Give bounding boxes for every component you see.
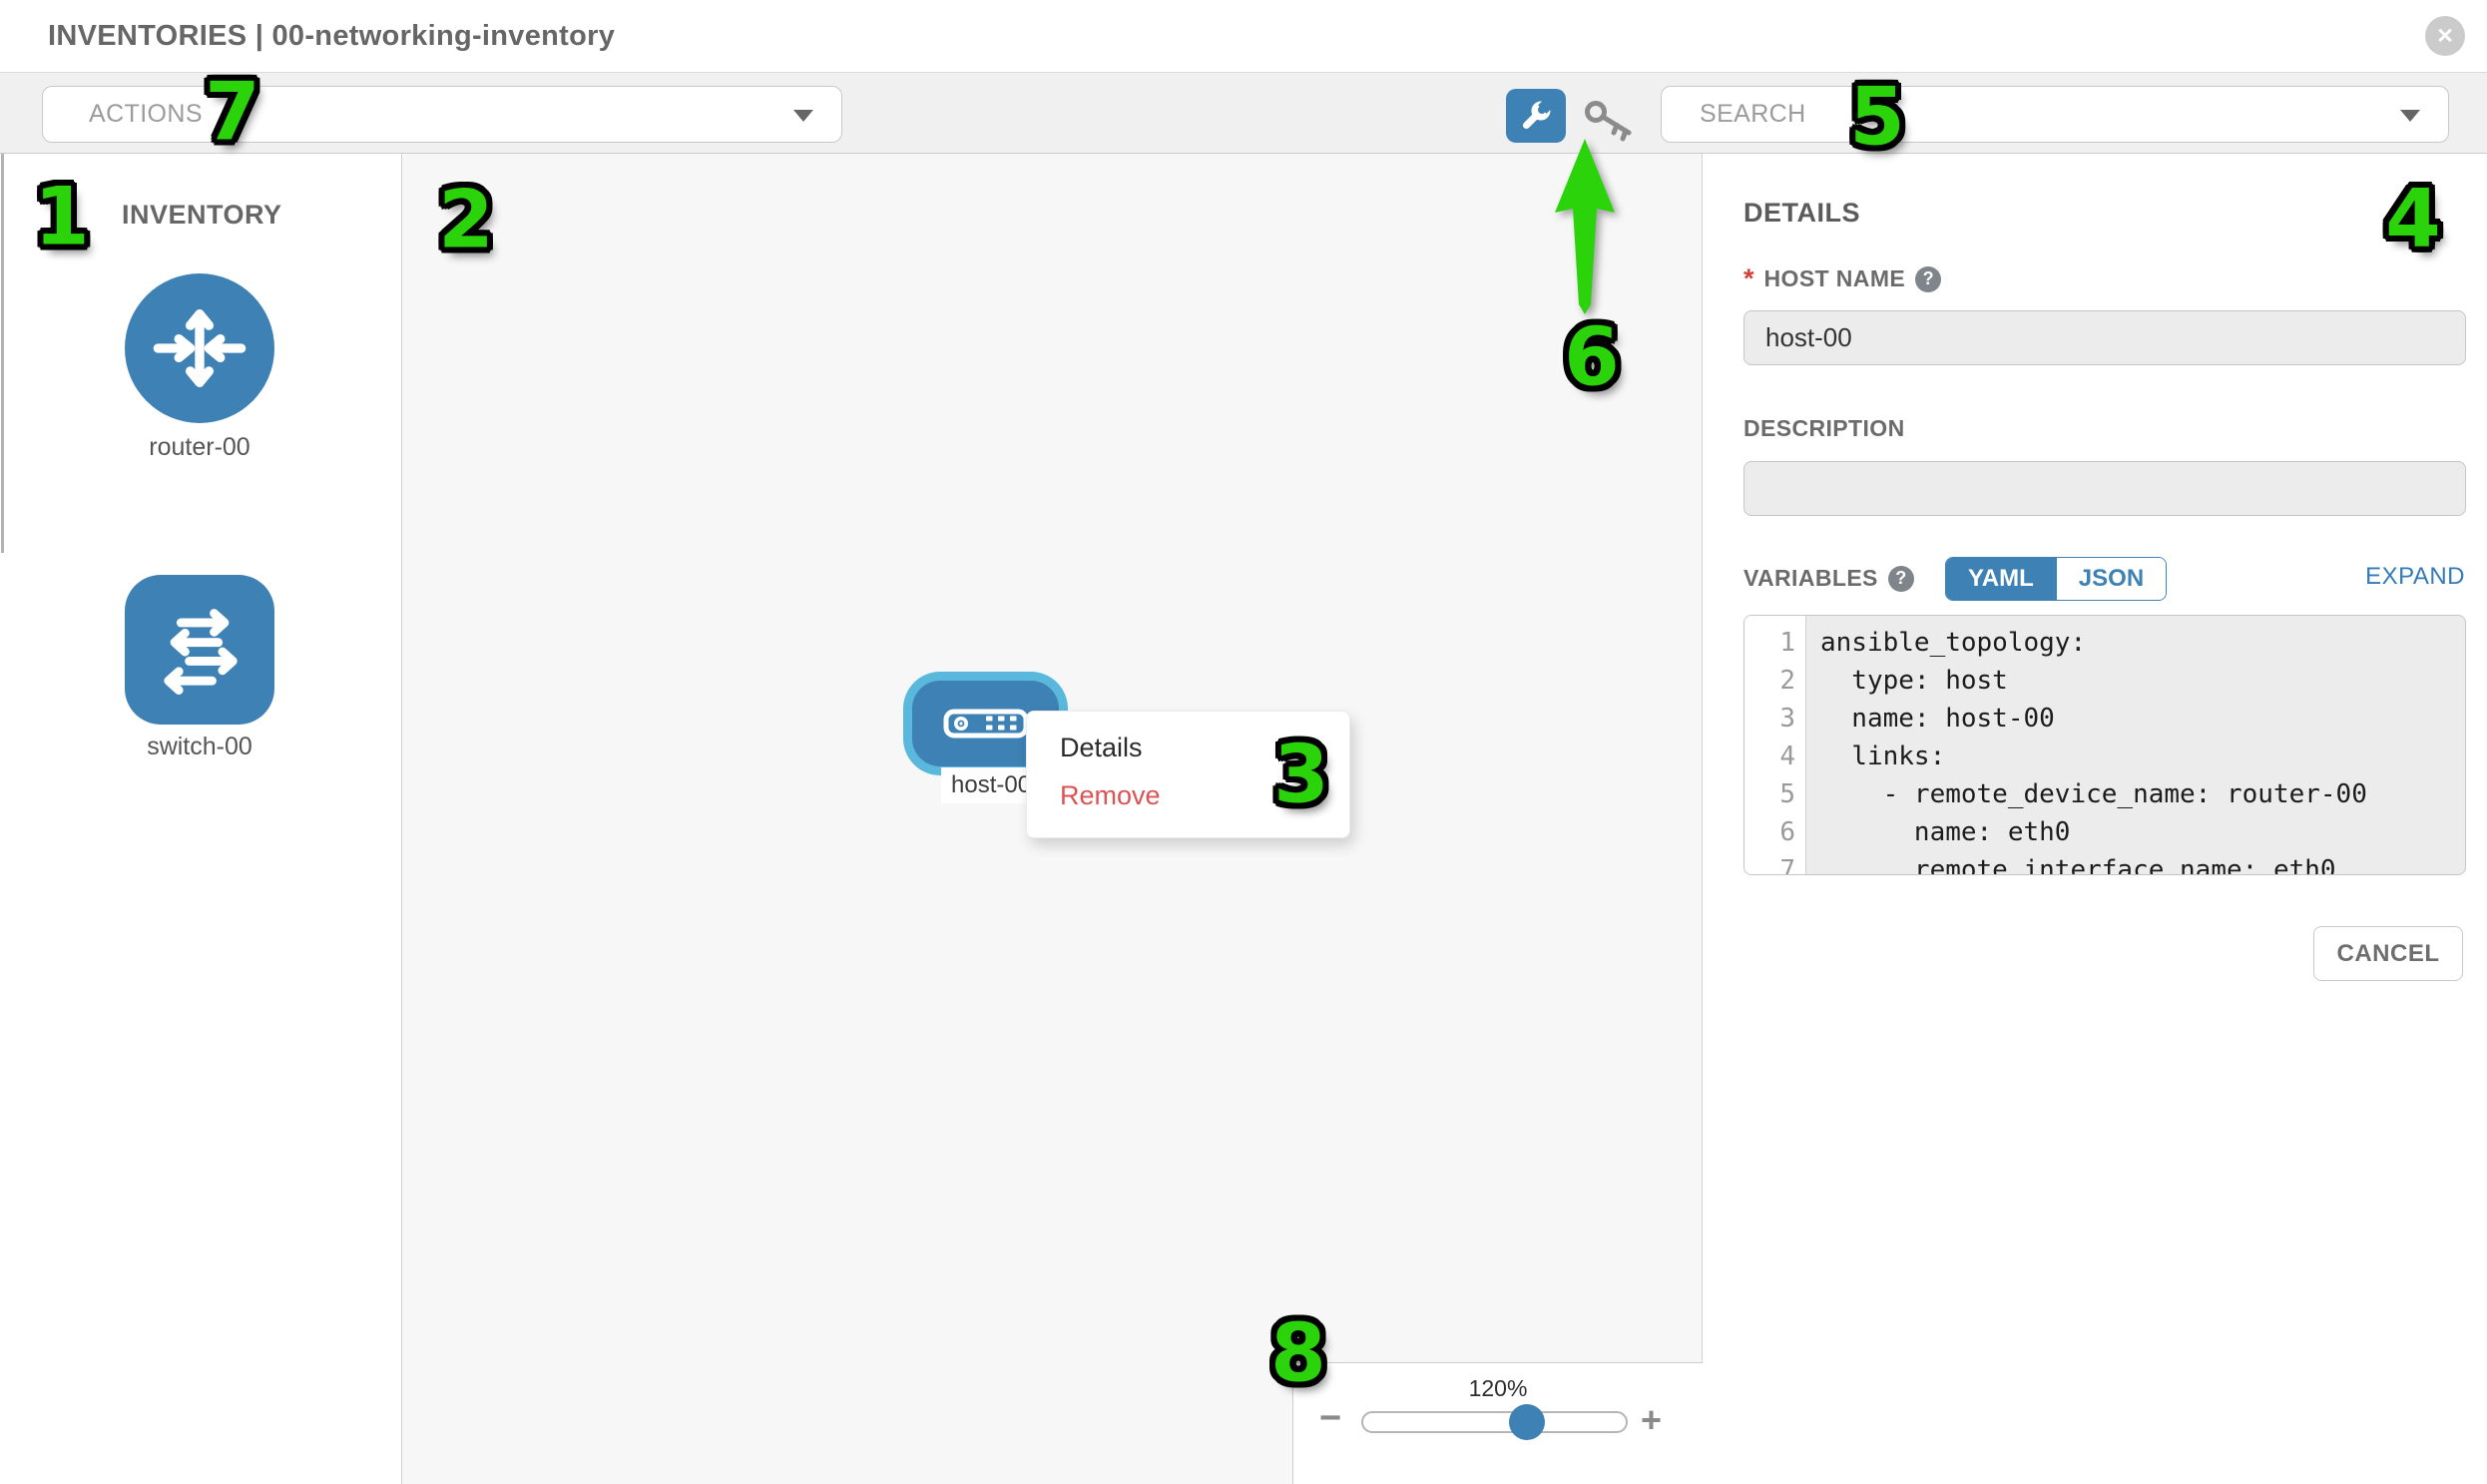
actions-dropdown[interactable]: ACTIONS [42, 86, 842, 143]
annotation-2: 2 [438, 173, 494, 266]
code-line: name: host-00 [1820, 704, 2055, 734]
search-dropdown-label: SEARCH [1700, 100, 1806, 128]
inventory-sidebar: INVENTORY router-00 switch-00 [0, 154, 402, 1484]
description-label: DESCRIPTION [1743, 415, 1905, 441]
details-heading: DETAILS [1743, 198, 1860, 228]
json-toggle[interactable]: JSON [2055, 558, 2167, 600]
line-number: 4 [1779, 742, 1795, 771]
zoom-out-button[interactable]: − [1319, 1397, 1342, 1439]
variables-editor[interactable]: 1 2 3 4 5 6 7 ansible_topology: type: ho… [1743, 615, 2466, 875]
toolbar: ACTIONS SEARCH [0, 72, 2487, 154]
annotation-arrow-up-icon [1555, 139, 1615, 314]
code-line: - remote_device_name: router-00 [1820, 779, 2367, 809]
menu-item-remove[interactable]: Remove [1060, 780, 1161, 810]
yaml-toggle[interactable]: YAML [1946, 558, 2056, 600]
details-panel: DETAILS * HOST NAME ? DESCRIPTION VARIAB… [1703, 154, 2487, 1484]
host-name-label-row: * HOST NAME ? [1743, 263, 1942, 294]
annotation-3: 3 [1273, 728, 1329, 821]
line-number: 2 [1779, 666, 1795, 696]
zoom-level: 120% [1468, 1375, 1528, 1401]
search-dropdown[interactable]: SEARCH [1661, 86, 2449, 143]
editor-line-numbers: 1 2 3 4 5 6 7 [1744, 616, 1806, 874]
sidebar-edge-divider [1, 154, 4, 553]
key-icon [1585, 101, 1632, 142]
host-name-input[interactable] [1743, 310, 2466, 365]
code-line: remote_interface_name: eth0 [1820, 855, 2336, 875]
key-button[interactable] [1582, 98, 1636, 144]
line-number: 5 [1779, 779, 1795, 809]
palette-item-router-label: router-00 [149, 433, 250, 461]
annotation-7: 7 [205, 65, 260, 159]
code-line: type: host [1820, 666, 2008, 696]
router-icon [153, 309, 247, 387]
palette-item-router[interactable] [125, 273, 274, 423]
line-number: 6 [1779, 817, 1795, 847]
annotation-6: 6 [1564, 310, 1620, 404]
chevron-down-icon [2400, 110, 2420, 122]
code-line: links: [1820, 742, 1946, 771]
topology-canvas[interactable]: host-00 Details Remove 120% − + [402, 154, 1703, 1484]
annotation-5: 5 [1849, 70, 1905, 164]
palette-item-switch-label: switch-00 [147, 733, 252, 760]
help-icon[interactable]: ? [1887, 565, 1914, 592]
close-icon[interactable]: ✕ [2425, 16, 2465, 56]
expand-link[interactable]: EXPAND [2365, 563, 2465, 590]
page-title: INVENTORIES | 00-networking-inventory [48, 20, 616, 52]
menu-item-details[interactable]: Details [1060, 733, 1143, 762]
line-number: 7 [1779, 855, 1795, 875]
tools-button[interactable] [1506, 89, 1566, 143]
cancel-button[interactable]: CANCEL [2313, 926, 2463, 981]
wrench-icon [1522, 96, 1556, 130]
switch-icon [164, 609, 238, 695]
zoom-slider[interactable] [1361, 1404, 1628, 1440]
zoom-slider-thumb[interactable] [1509, 1404, 1545, 1440]
host-node-label: host-00 [941, 767, 1042, 803]
zoom-in-button[interactable]: + [1641, 1399, 1663, 1440]
description-label-row: DESCRIPTION [1743, 415, 1905, 442]
code-line: ansible_topology: [1820, 628, 2087, 658]
editor-code-area[interactable]: ansible_topology: type: host name: host-… [1806, 616, 2465, 874]
palette-item-switch[interactable] [125, 575, 274, 725]
variables-label-row: VARIABLES ? [1743, 565, 1914, 592]
zoom-widget: 120% − + [1292, 1362, 1703, 1484]
node-context-menu: Details Remove [1026, 711, 1350, 838]
help-glyph: ? [1895, 568, 1907, 588]
close-glyph: ✕ [2436, 24, 2454, 48]
sidebar-heading: INVENTORY [122, 200, 282, 230]
annotation-8: 8 [1270, 1306, 1326, 1400]
header: INVENTORIES | 00-networking-inventory ✕ [0, 0, 2487, 72]
variables-format-toggle: YAML JSON [1945, 557, 2168, 601]
chevron-down-icon [793, 110, 813, 122]
code-line: name: eth0 [1820, 817, 2071, 847]
annotation-1: 1 [34, 170, 90, 263]
help-glyph: ? [1922, 268, 1934, 288]
host-name-label: HOST NAME [1763, 265, 1906, 291]
required-marker: * [1743, 263, 1754, 293]
annotation-4: 4 [2385, 172, 2441, 265]
variables-label: VARIABLES [1743, 565, 1878, 591]
line-number: 3 [1779, 704, 1795, 734]
host-icon [943, 709, 1028, 739]
help-icon[interactable]: ? [1915, 265, 1942, 292]
line-number: 1 [1779, 628, 1795, 658]
description-input[interactable] [1743, 461, 2466, 516]
actions-dropdown-label: ACTIONS [89, 100, 203, 128]
